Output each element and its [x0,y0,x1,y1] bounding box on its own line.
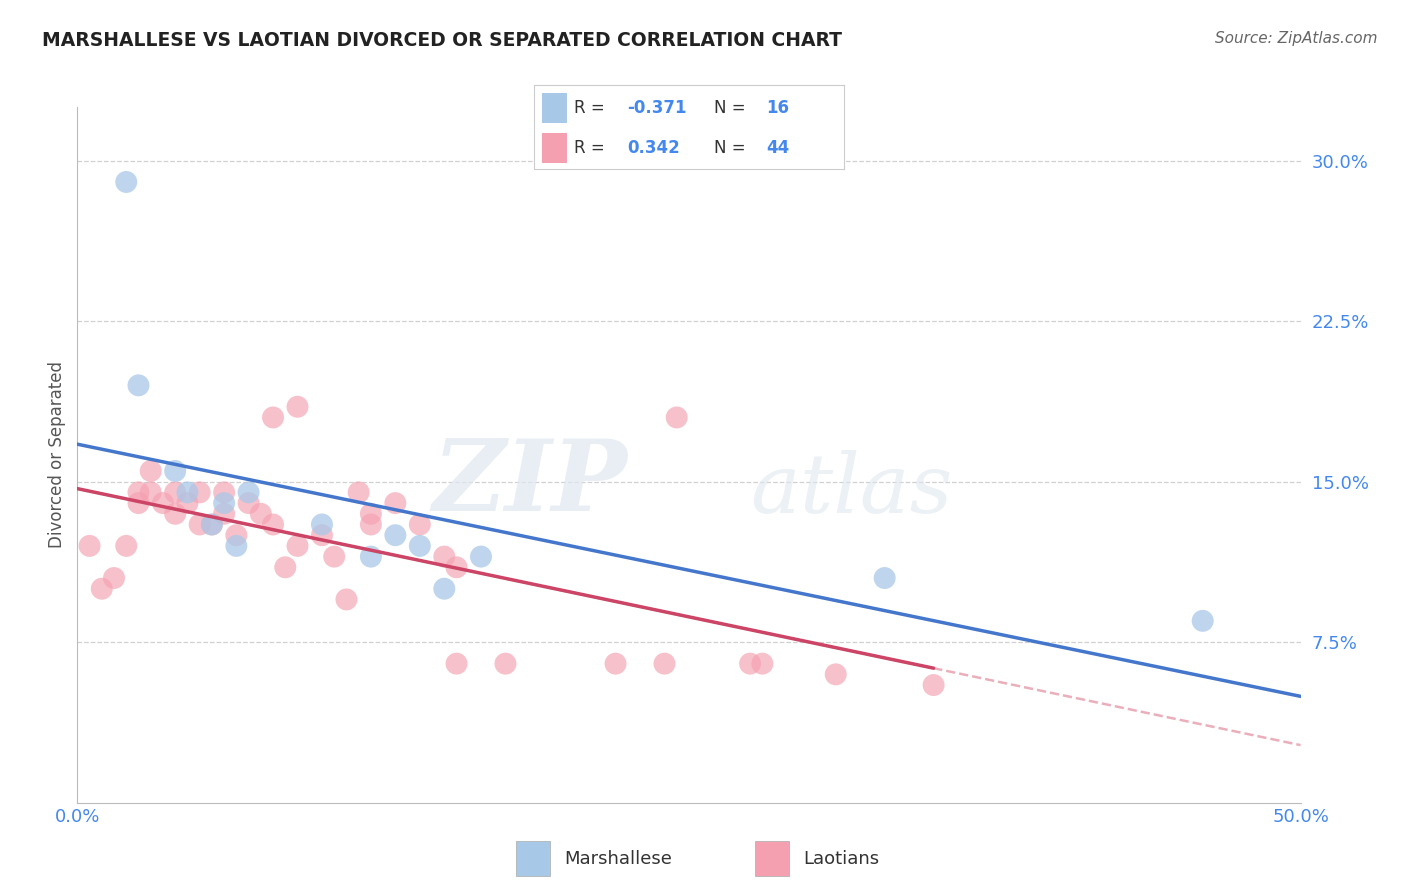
Point [165,464,187,478]
Point [90,582,112,596]
Point [360,549,382,564]
Point [201,517,224,532]
Point [384,528,406,542]
Point [922,678,945,692]
Bar [516,841,550,876]
Point [212,485,235,500]
Point [262,410,284,425]
Bar [541,93,567,123]
Point [212,507,235,521]
Bar [541,133,567,162]
Point [409,517,432,532]
Point [152,496,174,510]
Point [384,496,406,510]
Text: N =: N = [714,99,745,117]
Point [127,378,149,392]
Text: R =: R = [575,139,605,157]
Point [262,517,284,532]
Point [311,517,333,532]
Point [165,485,187,500]
Point [751,657,773,671]
Point [311,528,333,542]
Bar [755,841,789,876]
Point [335,592,357,607]
Point [115,539,138,553]
Point [360,517,382,532]
Point [433,549,456,564]
Point [433,582,456,596]
Text: -0.371: -0.371 [627,99,686,117]
Point [201,517,224,532]
Point [605,657,627,671]
Text: R =: R = [575,99,605,117]
Text: MARSHALLESE VS LAOTIAN DIVORCED OR SEPARATED CORRELATION CHART: MARSHALLESE VS LAOTIAN DIVORCED OR SEPAR… [42,31,842,50]
Point [176,485,198,500]
Point [115,175,138,189]
Point [1191,614,1213,628]
Y-axis label: Divorced or Separated: Divorced or Separated [48,361,66,549]
Point [127,485,149,500]
Text: 44: 44 [766,139,790,157]
Point [274,560,297,574]
Point [665,410,688,425]
Point [176,496,198,510]
Point [225,539,247,553]
Point [103,571,125,585]
Point [446,560,468,574]
Point [238,485,260,500]
Point [212,496,235,510]
Point [323,549,346,564]
Text: atlas: atlas [751,450,952,530]
Text: ZIP: ZIP [433,434,628,531]
Point [79,539,101,553]
Point [250,507,273,521]
Point [740,657,762,671]
Point [225,528,247,542]
Point [139,485,162,500]
Point [360,507,382,521]
Text: N =: N = [714,139,745,157]
Text: Source: ZipAtlas.com: Source: ZipAtlas.com [1215,31,1378,46]
Text: 0.342: 0.342 [627,139,681,157]
Text: 16: 16 [766,99,789,117]
Point [470,549,492,564]
Point [446,657,468,671]
Point [824,667,846,681]
Text: Laotians: Laotians [803,849,879,868]
Point [409,539,432,553]
Point [188,485,211,500]
Point [188,517,211,532]
Point [139,464,162,478]
Point [287,539,309,553]
Point [238,496,260,510]
Point [347,485,370,500]
Point [873,571,896,585]
Point [495,657,517,671]
Text: Marshallese: Marshallese [564,849,672,868]
Point [165,507,187,521]
Point [654,657,676,671]
Point [287,400,309,414]
Point [127,496,149,510]
